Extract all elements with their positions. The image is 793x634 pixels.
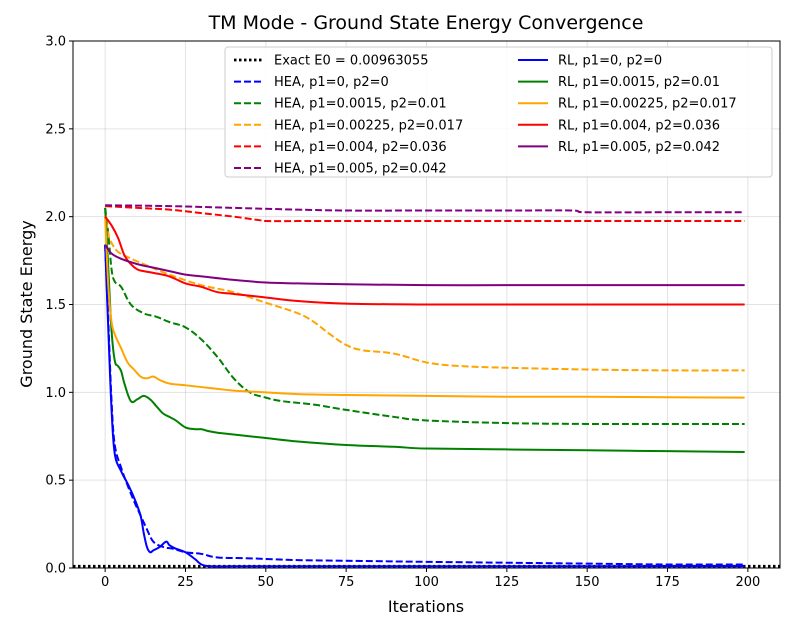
series-line-5 — [104, 244, 745, 568]
x-tick-label: 150 — [575, 575, 600, 590]
chart-title: TM Mode - Ground State Energy Convergenc… — [208, 12, 644, 34]
series-group — [73, 204, 780, 568]
x-axis-label: Iterations — [388, 597, 464, 616]
series-line-4 — [105, 204, 745, 214]
legend-label: RL, p1=0.005, p2=0.042 — [558, 140, 720, 155]
series-line-9 — [104, 244, 745, 287]
y-tick-label: 1.0 — [45, 386, 66, 401]
series-line-8 — [104, 216, 745, 306]
series-line-7 — [104, 216, 745, 399]
series-line-0 — [104, 244, 745, 566]
x-tick-label: 125 — [494, 575, 519, 590]
series-line-1 — [104, 207, 745, 426]
legend-label: RL, p1=0.00225, p2=0.017 — [558, 97, 737, 112]
x-tick-label: 25 — [177, 575, 194, 590]
y-tick-label: 1.5 — [45, 298, 66, 313]
y-tick-label: 3.0 — [45, 35, 66, 50]
series-line-3 — [105, 205, 745, 223]
legend-label: HEA, p1=0.004, p2=0.036 — [274, 140, 447, 155]
y-tick-label: 2.0 — [45, 210, 66, 225]
legend: Exact E0 = 0.00963055 HEA, p1=0, p2=0 HEA,… — [224, 46, 773, 178]
y-axis-label: Ground State Energy — [17, 220, 36, 387]
series-line-2 — [104, 211, 745, 372]
axis-ticks: 0 25 50 75 100 125 150 175 200 0.0 0.5 1.0 1.5 2.0 2.5… — [45, 35, 760, 591]
y-tick-label: 0.0 — [45, 562, 66, 577]
legend-label: RL, p1=0, p2=0 — [558, 54, 662, 69]
y-tick-label: 2.5 — [45, 122, 66, 137]
x-tick-label: 175 — [655, 575, 680, 590]
legend-label: HEA, p1=0.0015, p2=0.01 — [274, 97, 447, 112]
x-tick-label: 75 — [338, 575, 355, 590]
legend-box — [224, 46, 773, 178]
x-tick-label: 100 — [414, 575, 439, 590]
x-tick-label: 200 — [735, 575, 760, 590]
legend-label: HEA, p1=0, p2=0 — [274, 75, 389, 90]
legend-label: RL, p1=0.0015, p2=0.01 — [558, 75, 720, 90]
legend-label: Exact E0 = 0.00963055 — [274, 54, 428, 69]
series-line-6 — [104, 207, 745, 454]
legend-label: RL, p1=0.004, p2=0.036 — [558, 118, 720, 133]
legend-label: HEA, p1=0.00225, p2=0.017 — [274, 118, 463, 133]
legend-label: HEA, p1=0.005, p2=0.042 — [274, 162, 447, 177]
x-tick-label: 50 — [258, 575, 275, 590]
x-tick-label: 0 — [101, 575, 109, 590]
y-tick-label: 0.5 — [45, 474, 66, 489]
